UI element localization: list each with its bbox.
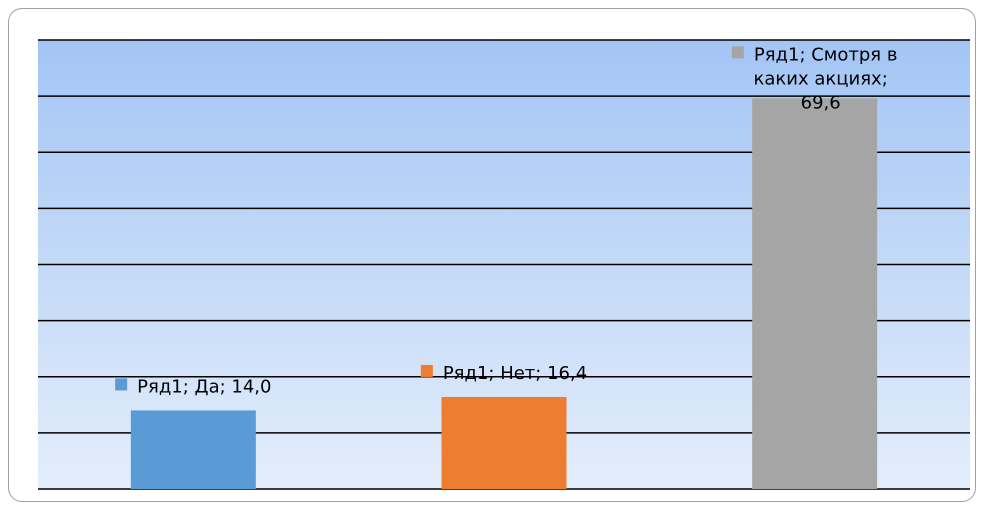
data-label-1: Ряд1; Да; 14,0 bbox=[115, 376, 271, 397]
data-label-text: 69,6 bbox=[801, 92, 841, 113]
bar-1 bbox=[130, 410, 256, 489]
data-labels: Ряд1; Да; 14,0 Ряд1; Нет; 16,4 Ряд1; Смотр… bbox=[115, 44, 897, 397]
bar-3 bbox=[752, 98, 878, 490]
legend-key-1 bbox=[115, 378, 128, 391]
data-label-text: Ряд1; Нет; 16,4 bbox=[443, 363, 587, 384]
data-label-text: Ряд1; Смотря в bbox=[754, 44, 898, 65]
legend-key-3 bbox=[731, 46, 744, 59]
data-label-3: Ряд1; Смотря в каких акциях; 69,6 bbox=[731, 44, 898, 113]
bar-2 bbox=[441, 396, 567, 489]
data-label-text: каких акциях; bbox=[754, 68, 888, 89]
data-label-2: Ряд1; Нет; 16,4 bbox=[420, 363, 587, 384]
bars bbox=[130, 98, 878, 490]
legend-key-2 bbox=[420, 364, 433, 377]
data-label-text: Ряд1; Да; 14,0 bbox=[137, 376, 271, 397]
